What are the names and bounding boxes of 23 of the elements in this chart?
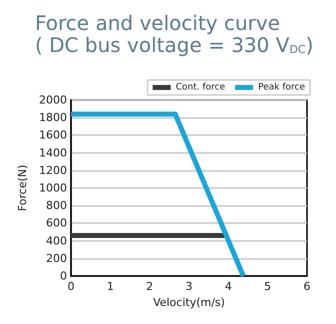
y-tick-label: 600	[46, 216, 67, 230]
legend-label: Peak force	[258, 82, 306, 92]
y-axis-title: Force(N)	[16, 164, 30, 212]
chart-title: Force and velocity curve	[35, 11, 280, 35]
y-tick-label: 800	[46, 199, 67, 212]
x-tick-label: 2	[146, 280, 154, 293]
legend-label: Cont. force	[176, 82, 226, 92]
y-tick-label: 1400	[39, 146, 67, 160]
x-tick-label: 5	[264, 280, 272, 293]
x-axis-title: Velocity(m/s)	[153, 296, 225, 309]
y-tick-label: 1800	[39, 111, 67, 124]
y-tick-label: 1000	[39, 182, 67, 194]
x-tick-label: 1	[106, 280, 114, 293]
x-tick-label: 6	[304, 280, 310, 293]
chart-subtitle: ( DC bus voltage = 330 VDC)	[35, 33, 314, 57]
x-tick-label: 4	[224, 280, 232, 293]
y-tick-label: 1600	[39, 128, 67, 142]
y-tick-label: 200	[46, 252, 67, 265]
y-tick-label: 400	[46, 234, 67, 248]
y-tick-label: 2000	[39, 94, 67, 106]
y-tick-label: 0	[60, 270, 67, 282]
x-tick-label: 3	[186, 280, 192, 293]
y-tick-label: 1200	[39, 164, 67, 177]
